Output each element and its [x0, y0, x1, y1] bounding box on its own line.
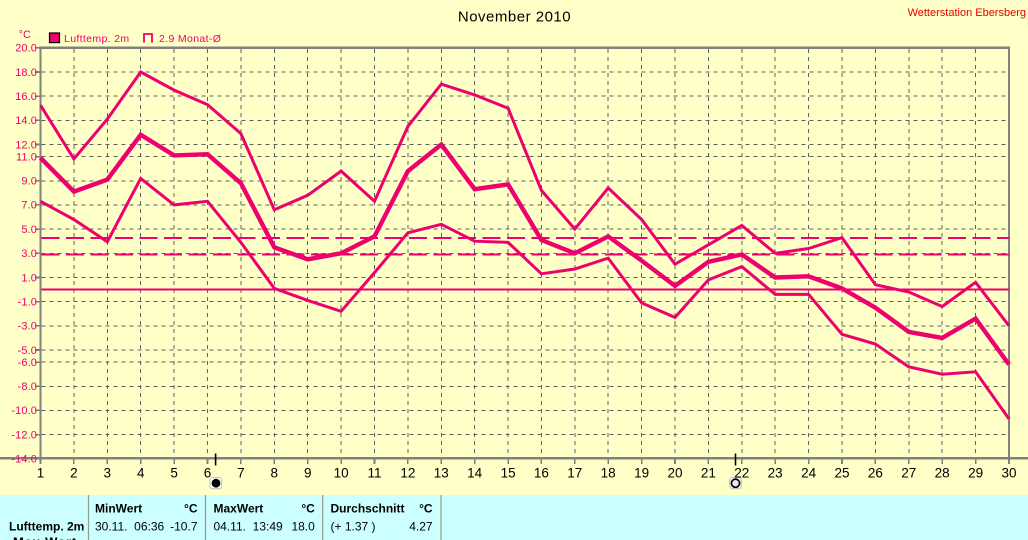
svg-text:14: 14 — [467, 465, 483, 480]
svg-text:8: 8 — [271, 465, 279, 480]
svg-text:04.11. 13:49: 04.11. 13:49 — [214, 520, 283, 534]
svg-text:12.0: 12.0 — [15, 139, 37, 151]
svg-text:9.0: 9.0 — [21, 176, 37, 188]
svg-text:22: 22 — [734, 465, 749, 480]
svg-text:Lufttemp. 2m: Lufttemp. 2m — [64, 33, 129, 45]
svg-text:-3.0: -3.0 — [18, 321, 37, 333]
svg-text:3: 3 — [104, 465, 112, 480]
svg-text:2.9 Monat-Ø: 2.9 Monat-Ø — [159, 33, 221, 45]
svg-text:11: 11 — [367, 465, 381, 480]
svg-text:-1.0: -1.0 — [18, 297, 37, 309]
svg-text:(+ 1.37 ): (+ 1.37 ) — [331, 520, 376, 534]
svg-text:27: 27 — [901, 465, 916, 480]
svg-text:-5.0: -5.0 — [18, 345, 37, 357]
svg-text:13: 13 — [434, 465, 449, 480]
svg-text:November 2010: November 2010 — [458, 9, 571, 26]
svg-text:-12.0: -12.0 — [11, 429, 37, 441]
svg-text:-10.7: -10.7 — [170, 520, 198, 534]
svg-text:Lufttemp. 2m: Lufttemp. 2m — [9, 520, 84, 534]
svg-text:Durchschnitt: Durchschnitt — [331, 502, 405, 516]
svg-text:18.0: 18.0 — [291, 520, 315, 534]
svg-text:2: 2 — [70, 465, 78, 480]
svg-text:-10.0: -10.0 — [11, 405, 37, 417]
svg-text:24: 24 — [801, 465, 817, 480]
svg-text:18.0: 18.0 — [15, 67, 37, 79]
svg-text:28: 28 — [935, 465, 950, 480]
svg-text:12: 12 — [400, 465, 415, 480]
svg-text:11.0: 11.0 — [16, 151, 37, 163]
svg-text:14.0: 14.0 — [15, 115, 37, 127]
svg-text:°C: °C — [301, 502, 315, 516]
svg-text:°C: °C — [19, 29, 31, 41]
svg-text:16: 16 — [534, 465, 549, 480]
svg-text:17: 17 — [567, 465, 582, 480]
svg-text:25: 25 — [834, 465, 849, 480]
svg-text:°C: °C — [184, 502, 198, 516]
svg-text:1.0: 1.0 — [21, 272, 37, 284]
svg-text:30: 30 — [1001, 465, 1016, 480]
svg-text:29: 29 — [968, 465, 983, 480]
svg-text:-6.0: -6.0 — [18, 357, 37, 369]
svg-text:20.0: 20.0 — [15, 43, 37, 55]
svg-text:4: 4 — [137, 465, 145, 480]
svg-text:-14.0: -14.0 — [11, 454, 37, 466]
svg-text:21: 21 — [701, 465, 716, 480]
svg-text:18: 18 — [601, 465, 616, 480]
svg-text:20: 20 — [667, 465, 682, 480]
svg-text:3.0: 3.0 — [21, 248, 37, 260]
svg-text:°C: °C — [419, 502, 433, 516]
svg-text:4.27: 4.27 — [409, 520, 433, 534]
svg-text:26: 26 — [868, 465, 883, 480]
svg-text:MaxWert: MaxWert — [214, 502, 264, 516]
svg-text:-8.0: -8.0 — [18, 381, 37, 393]
svg-text:7.0: 7.0 — [21, 200, 37, 212]
svg-text:15: 15 — [501, 465, 516, 480]
svg-text:19: 19 — [634, 465, 649, 480]
svg-text:1: 1 — [37, 465, 45, 480]
svg-text:Wetterstation Ebersberg: Wetterstation Ebersberg — [908, 7, 1026, 19]
svg-text:5.0: 5.0 — [21, 224, 37, 236]
svg-text:23: 23 — [768, 465, 783, 480]
svg-text:MinWert: MinWert — [95, 502, 142, 516]
svg-text:9: 9 — [304, 465, 312, 480]
svg-text:30.11. 06:36: 30.11. 06:36 — [95, 520, 164, 534]
svg-text:5: 5 — [170, 465, 178, 480]
svg-text:16.0: 16.0 — [15, 91, 37, 103]
svg-text:10: 10 — [334, 465, 349, 480]
svg-text:6: 6 — [204, 465, 212, 480]
svg-text:7: 7 — [237, 465, 245, 480]
svg-text:Max.Wert: Max.Wert — [13, 535, 77, 540]
